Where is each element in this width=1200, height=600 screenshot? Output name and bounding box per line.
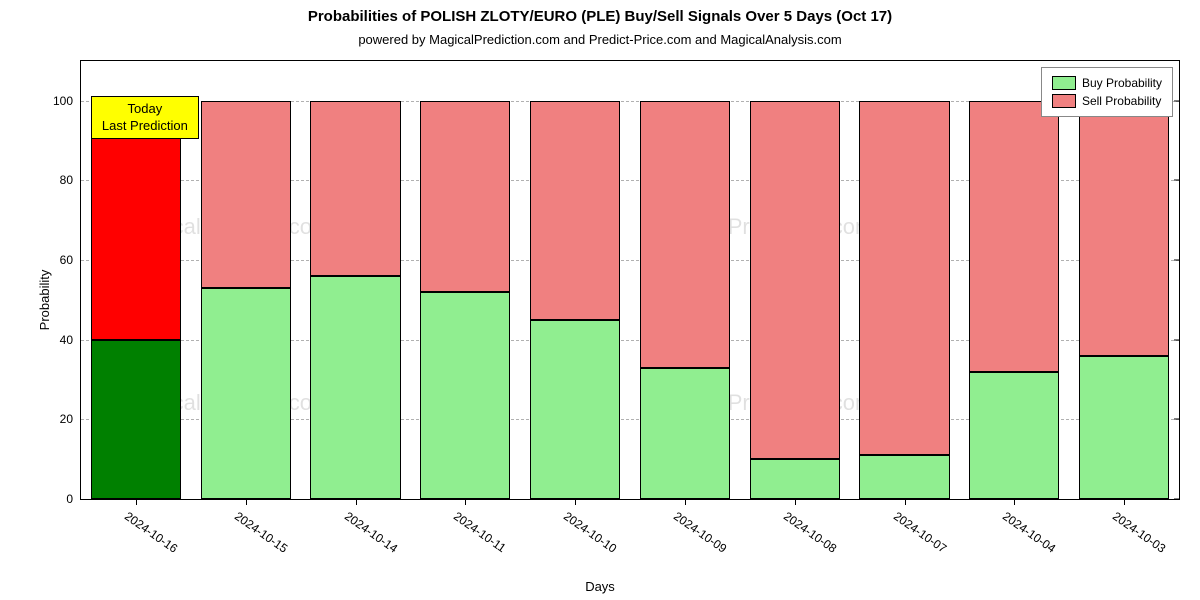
x-tick-mark (246, 499, 247, 505)
chart-subtitle: powered by MagicalPrediction.com and Pre… (0, 32, 1200, 47)
legend: Buy Probability Sell Probability (1041, 67, 1173, 117)
sell-bar (640, 101, 730, 368)
x-tick-label: 2024-10-10 (561, 509, 619, 556)
bar-group (750, 61, 840, 499)
buy-bar (310, 276, 400, 499)
sell-bar (201, 101, 291, 288)
sell-bar (1079, 101, 1169, 356)
x-tick-mark (136, 499, 137, 505)
x-tick-mark (685, 499, 686, 505)
x-tick-label: 2024-10-16 (122, 509, 180, 556)
bar-group (640, 61, 730, 499)
buy-bar (640, 368, 730, 499)
legend-swatch-icon (1052, 76, 1076, 90)
buy-bar (530, 320, 620, 499)
x-axis-label: Days (0, 579, 1200, 594)
x-tick-label: 2024-10-07 (890, 509, 948, 556)
x-tick-label: 2024-10-11 (451, 509, 509, 555)
y-axis-label: Probability (37, 270, 52, 331)
x-tick-mark (795, 499, 796, 505)
buy-bar (201, 288, 291, 499)
y-tick-label: 60 (60, 253, 73, 267)
sell-bar (420, 101, 510, 292)
chart-container: Probabilities of POLISH ZLOTY/EURO (PLE)… (0, 0, 1200, 600)
x-tick-mark (1124, 499, 1125, 505)
today-annotation: Today Last Prediction (91, 96, 199, 139)
bar-group (310, 61, 400, 499)
x-tick-mark (356, 499, 357, 505)
x-tick-mark (465, 499, 466, 505)
bar-group (201, 61, 291, 499)
sell-bar (750, 101, 840, 459)
bar-group (859, 61, 949, 499)
sell-bar (969, 101, 1059, 372)
sell-bar (530, 101, 620, 320)
annotation-line1: Today (102, 101, 188, 117)
x-tick-label: 2024-10-04 (1000, 509, 1058, 556)
buy-bar (750, 459, 840, 499)
y-tick-label: 20 (60, 412, 73, 426)
sell-bar (310, 101, 400, 276)
y-tick-label: 40 (60, 333, 73, 347)
plot-area: 020406080100 MagicalAnalysis.comMagicalP… (80, 60, 1180, 500)
buy-bar (91, 340, 181, 499)
legend-item-buy: Buy Probability (1052, 74, 1162, 92)
bars-layer (81, 61, 1179, 499)
legend-label: Sell Probability (1082, 92, 1161, 110)
x-tick-mark (575, 499, 576, 505)
x-tick-mark (905, 499, 906, 505)
bar-group (1079, 61, 1169, 499)
buy-bar (420, 292, 510, 499)
annotation-line2: Last Prediction (102, 118, 188, 134)
chart-title: Probabilities of POLISH ZLOTY/EURO (PLE)… (0, 8, 1200, 25)
x-tick-label: 2024-10-14 (341, 509, 399, 556)
bar-group (420, 61, 510, 499)
y-tick-label: 0 (66, 492, 73, 506)
x-tick-mark (1014, 499, 1015, 505)
bar-group (530, 61, 620, 499)
y-tick-label: 100 (53, 94, 73, 108)
legend-item-sell: Sell Probability (1052, 92, 1162, 110)
legend-label: Buy Probability (1082, 74, 1162, 92)
buy-bar (969, 372, 1059, 499)
buy-bar (1079, 356, 1169, 499)
sell-bar (859, 101, 949, 455)
x-tick-label: 2024-10-03 (1110, 509, 1168, 556)
legend-swatch-icon (1052, 94, 1076, 108)
x-tick-label: 2024-10-09 (671, 509, 729, 556)
x-tick-label: 2024-10-15 (232, 509, 290, 556)
buy-bar (859, 455, 949, 499)
bar-group (969, 61, 1059, 499)
y-tick-label: 80 (60, 173, 73, 187)
x-tick-label: 2024-10-08 (781, 509, 839, 556)
